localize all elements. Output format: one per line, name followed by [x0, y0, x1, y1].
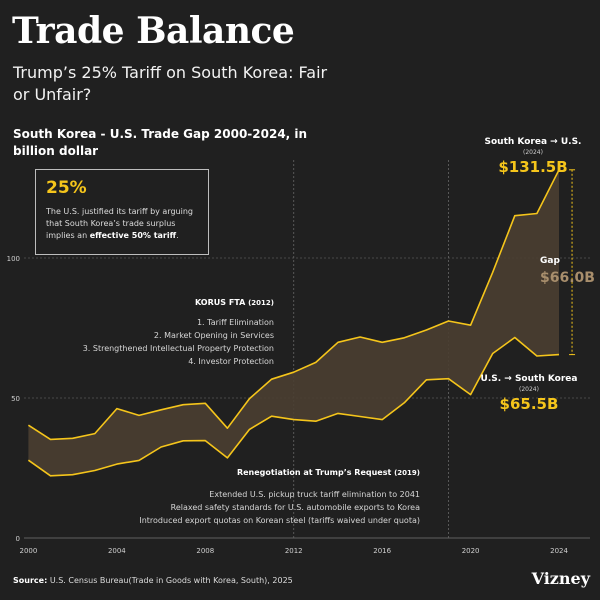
korus-item: 2. Market Opening in Services: [153, 331, 274, 340]
korus-item: 4. Investor Protection: [188, 357, 274, 366]
sk-export-year: (2024): [523, 149, 543, 156]
y-tick-label: 50: [11, 395, 20, 403]
callout-text-after: .: [176, 231, 179, 240]
us-export-line: [27, 336, 560, 477]
renegotiation-item: Extended U.S. pickup truck tariff elimin…: [209, 490, 420, 499]
gap-label: Gap: [540, 256, 560, 266]
x-tick-label: 2024: [550, 547, 568, 555]
us-export-year: (2024): [519, 386, 539, 393]
gap-area: [28, 169, 559, 476]
us-export-annotation: U.S. → South Korea (2024) $65.5B: [474, 374, 584, 413]
sk-export-line: [27, 169, 560, 441]
korus-item: 1. Tariff Elimination: [196, 318, 274, 327]
us-export-label: U.S. → South Korea: [480, 374, 578, 384]
sk-export-value: $131.5B: [498, 158, 568, 176]
source-label: Source:: [13, 576, 48, 585]
x-tick-label: 2000: [20, 547, 38, 555]
x-tick-label: 2008: [196, 547, 214, 555]
page-subtitle: Trump’s 25% Tariff on South Korea: Fair …: [13, 63, 328, 104]
x-tick-label: 2020: [462, 547, 480, 555]
renegotiation-title: Renegotiation at Trump’s Request (2019): [139, 466, 420, 480]
chart-title: South Korea - U.S. Trade Gap 2000-2024, …: [13, 127, 308, 158]
source-note: Source: U.S. Census Bureau(Trade in Good…: [13, 576, 293, 585]
us-export-value: $65.5B: [499, 395, 559, 413]
gap-annotation: Gap $66.0B: [540, 256, 595, 286]
callout-text-before: The U.S. justified its tariff by arguing…: [46, 207, 193, 240]
korus-year: (2012): [248, 299, 274, 307]
sk-export-annotation: South Korea → U.S. (2024) $131.5B: [478, 137, 588, 176]
y-tick-label: 0: [16, 535, 20, 543]
renegotiation-item: Introduced export quotas on Korean steel…: [139, 516, 420, 525]
callout-text: The U.S. justified its tariff by arguing…: [46, 206, 198, 242]
brand-logo: Vizney: [531, 569, 590, 588]
renegotiation-item: Relaxed safety standards for U.S. automo…: [170, 503, 420, 512]
x-tick-label: 2004: [108, 547, 126, 555]
korus-annotation: KORUS FTA (2012) 1. Tariff Elimination 2…: [83, 296, 274, 368]
renegotiation-title-text: Renegotiation at Trump’s Request: [236, 468, 392, 477]
x-tick-label: 2016: [373, 547, 391, 555]
korus-title-text: KORUS FTA: [194, 298, 246, 307]
korus-item: 3. Strengthened Intellectual Property Pr…: [82, 344, 274, 353]
renegotiation-annotation: Renegotiation at Trump’s Request (2019) …: [139, 466, 420, 527]
callout-value: 25%: [46, 178, 87, 198]
x-tick-label: 2012: [285, 547, 303, 555]
source-text: U.S. Census Bureau(Trade in Goods with K…: [49, 576, 293, 585]
page-title: Trade Balance: [12, 10, 295, 52]
y-tick-label: 100: [7, 255, 20, 263]
korus-title: KORUS FTA (2012): [83, 296, 274, 310]
callout-text-bold: effective 50% tariff: [89, 231, 177, 240]
tariff-callout: 25% The U.S. justified its tariff by arg…: [35, 169, 209, 255]
renegotiation-year: (2019): [394, 469, 420, 477]
gap-value: $66.0B: [540, 270, 595, 286]
sk-export-label: South Korea → U.S.: [484, 137, 582, 147]
